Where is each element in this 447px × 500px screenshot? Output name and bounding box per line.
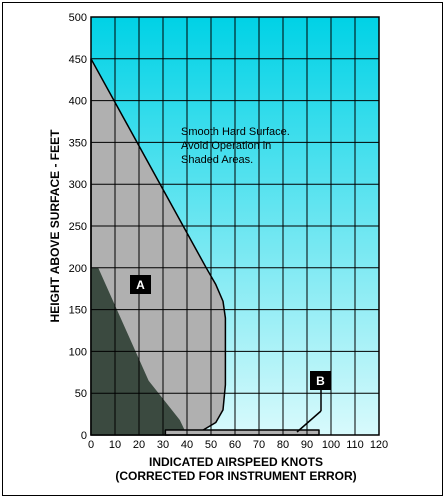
y-tick-label: 350 <box>69 137 87 149</box>
y-tick-label: 100 <box>69 346 87 358</box>
y-tick-label: 400 <box>69 96 87 108</box>
x-tick-label: 120 <box>370 439 388 451</box>
y-tick-label: 200 <box>69 263 87 275</box>
x-axis-title-line-1: INDICATED AIRSPEED KNOTS <box>149 455 323 469</box>
plot-border <box>90 16 380 436</box>
x-tick-label: 110 <box>346 439 364 451</box>
annotation-note: Smooth Hard Surface. Avoid Operation in … <box>181 126 290 166</box>
region-a-badge: A <box>130 275 151 294</box>
x-tick-label: 90 <box>301 439 313 451</box>
region-3-shape <box>164 429 320 436</box>
y-tick-label: 500 <box>69 12 87 24</box>
x-tick-label: 30 <box>157 439 169 451</box>
x-tick-label: 70 <box>253 439 265 451</box>
y-tick-label: 250 <box>69 221 87 233</box>
x-tick-label: 20 <box>133 439 145 451</box>
region-a-label: A <box>136 278 145 292</box>
x-tick-label: 60 <box>229 439 241 451</box>
region-b-label: B <box>316 374 325 388</box>
region-b-badge: B <box>296 371 331 433</box>
y-tick-label: 50 <box>75 388 87 400</box>
annotation-line-3: Shaded Areas. <box>181 154 253 166</box>
x-tick-label: 80 <box>277 439 289 451</box>
x-tick-label: 40 <box>181 439 193 451</box>
y-tick-labels: 0 50 100 150 200 250 300 350 400 450 500 <box>69 12 87 442</box>
x-tick-label: 100 <box>322 439 340 451</box>
y-axis-title: HEIGHT ABOVE SURFACE - FEET <box>48 129 62 323</box>
y-tick-label: 150 <box>69 305 87 317</box>
x-tick-labels: 0 10 20 30 40 50 60 70 80 90 100 110 120 <box>88 439 388 451</box>
annotation-line-1: Smooth Hard Surface. <box>181 126 290 138</box>
annotation-line-2: Avoid Operation in <box>181 140 271 152</box>
y-tick-label: 0 <box>81 430 87 442</box>
x-axis-title-line-2: (CORRECTED FOR INSTRUMENT ERROR) <box>115 469 356 483</box>
x-tick-label: 50 <box>205 439 217 451</box>
y-tick-label: 300 <box>69 179 87 191</box>
x-tick-label: 0 <box>88 439 94 451</box>
x-tick-label: 10 <box>109 439 121 451</box>
y-tick-label: 450 <box>69 54 87 66</box>
